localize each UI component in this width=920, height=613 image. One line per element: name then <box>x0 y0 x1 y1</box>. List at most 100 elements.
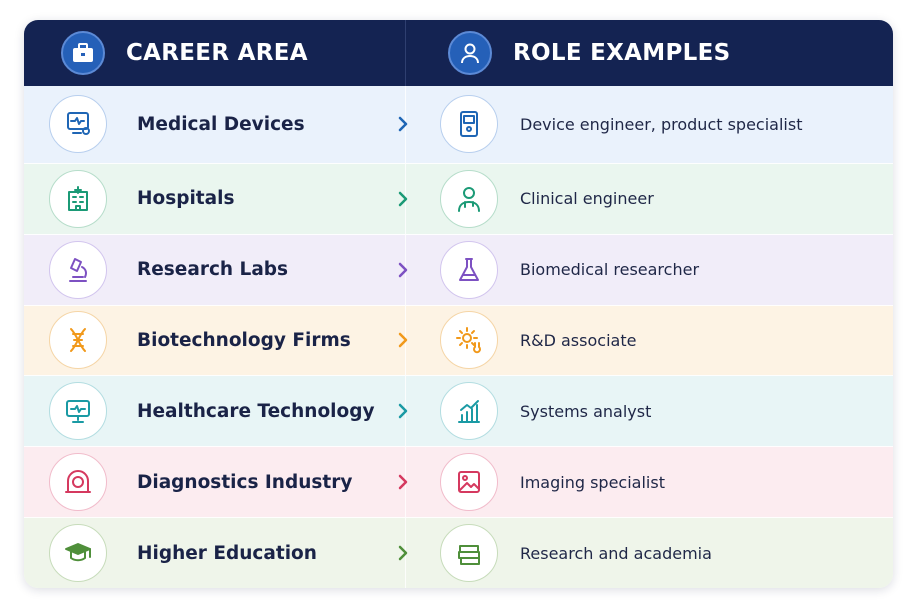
career-icon <box>49 524 107 583</box>
icon-part <box>81 53 85 56</box>
table-card: CAREER AREA ROLE EXAMPLES Medical Device… <box>24 20 893 588</box>
icon-part <box>70 257 82 272</box>
role-cell: Device engineer, product specialist <box>405 86 893 163</box>
career-area: Research Labs <box>137 259 289 281</box>
icon-part <box>473 342 481 354</box>
icon-glyph <box>458 186 480 212</box>
icon-glyph <box>66 400 90 424</box>
table-header: CAREER AREA ROLE EXAMPLES <box>24 20 893 86</box>
career-area: Higher Education <box>137 542 317 564</box>
table-row: Hospitals Clinical engineer <box>24 162 893 234</box>
table-row: Research Labs Biomedical researcher <box>24 233 893 305</box>
icon-part <box>464 43 476 55</box>
role-example: R&D associate <box>520 330 637 350</box>
role-icon <box>440 524 498 583</box>
icon-glyph <box>65 470 91 494</box>
career-area: Biotechnology Firms <box>137 329 351 351</box>
career-area: Diagnostics Industry <box>137 471 353 493</box>
career-icon <box>49 240 107 299</box>
icon-part <box>462 475 468 482</box>
career-icon <box>49 169 107 228</box>
career-cell: Healthcare Technology <box>24 376 408 446</box>
icon-part <box>67 470 89 494</box>
chevron <box>398 262 408 277</box>
role-icon <box>440 453 498 512</box>
icon-part <box>72 333 84 348</box>
icon-part <box>398 474 408 490</box>
icon-part <box>456 327 478 350</box>
icon-part <box>72 185 84 211</box>
role-icon <box>440 169 498 228</box>
icon-glyph <box>68 185 88 211</box>
chevron <box>398 474 408 490</box>
role-icon <box>440 240 498 299</box>
icon-glyph <box>460 111 478 138</box>
icon-part <box>464 200 474 208</box>
icon-glyph <box>458 545 480 566</box>
role-example: Research and academia <box>520 543 712 563</box>
chevron <box>398 191 408 207</box>
table-row: Medical Devices Device engineer, product … <box>24 86 893 163</box>
role-icon <box>440 95 498 154</box>
icon-part <box>70 117 85 126</box>
icon-part <box>460 400 479 412</box>
header-cell: ROLE EXAMPLES <box>405 20 893 86</box>
icon-part <box>458 404 480 424</box>
icon-glyph <box>67 112 90 136</box>
career-area: Hospitals <box>137 188 235 210</box>
career-icon <box>49 453 107 512</box>
icon-part <box>463 115 475 125</box>
icon-part <box>459 482 480 492</box>
icon-part <box>398 404 408 419</box>
table-row: Higher Education Research and academia <box>24 517 893 588</box>
icon-glyph <box>458 471 480 494</box>
chevron <box>398 117 408 132</box>
icon-part <box>458 200 480 212</box>
career-cell: Medical Devices <box>24 86 408 163</box>
person-icon <box>461 43 479 64</box>
table-body: Medical Devices Device engineer, product … <box>24 86 893 588</box>
icon-part <box>466 126 472 133</box>
icon-part <box>398 545 408 561</box>
header-cell: CAREER AREA <box>24 20 405 86</box>
header-icon <box>61 31 105 75</box>
career-cell: Research Labs <box>24 235 408 305</box>
table-row: Diagnostics Industry Imaging specialist <box>24 446 893 518</box>
role-cell: R&D associate <box>405 305 893 376</box>
briefcase-icon <box>73 43 93 62</box>
icon-glyph <box>69 257 87 282</box>
role-cell: Biomedical researcher <box>405 234 893 305</box>
icon-part <box>70 548 91 562</box>
icon-part <box>82 127 90 136</box>
career-cell: Higher Education <box>24 518 408 588</box>
career-area: Medical Devices <box>137 113 305 135</box>
role-cell: Research and academia <box>405 518 893 588</box>
career-cell: Biotechnology Firms <box>24 306 408 376</box>
icon-part <box>68 190 88 211</box>
role-cell: Systems analyst <box>405 376 893 447</box>
icon-glyph <box>70 328 86 353</box>
icon-part <box>398 191 408 207</box>
career-cell: Hospitals <box>24 164 408 234</box>
role-example: Imaging specialist <box>520 472 665 492</box>
icon-part <box>463 186 475 199</box>
table-row: Biotechnology Firms R&D associate <box>24 304 893 376</box>
icon-glyph <box>456 327 481 354</box>
icon-part <box>398 333 408 348</box>
icon-glyph <box>459 257 479 281</box>
icon-part <box>72 476 84 489</box>
icon-part <box>459 257 479 281</box>
career-cell: Diagnostics Industry <box>24 447 408 517</box>
career-icon <box>49 95 107 154</box>
role-icon <box>440 311 498 370</box>
role-example: Biomedical researcher <box>520 260 700 280</box>
header-title: CAREER AREA <box>126 40 308 66</box>
career-icon <box>49 311 107 370</box>
role-cell: Clinical engineer <box>405 163 893 234</box>
icon-part <box>458 545 480 566</box>
icon-glyph <box>458 400 480 424</box>
table-row: Healthcare Technology Systems analyst <box>24 375 893 447</box>
icon-part <box>67 112 89 131</box>
career-icon <box>49 382 107 441</box>
